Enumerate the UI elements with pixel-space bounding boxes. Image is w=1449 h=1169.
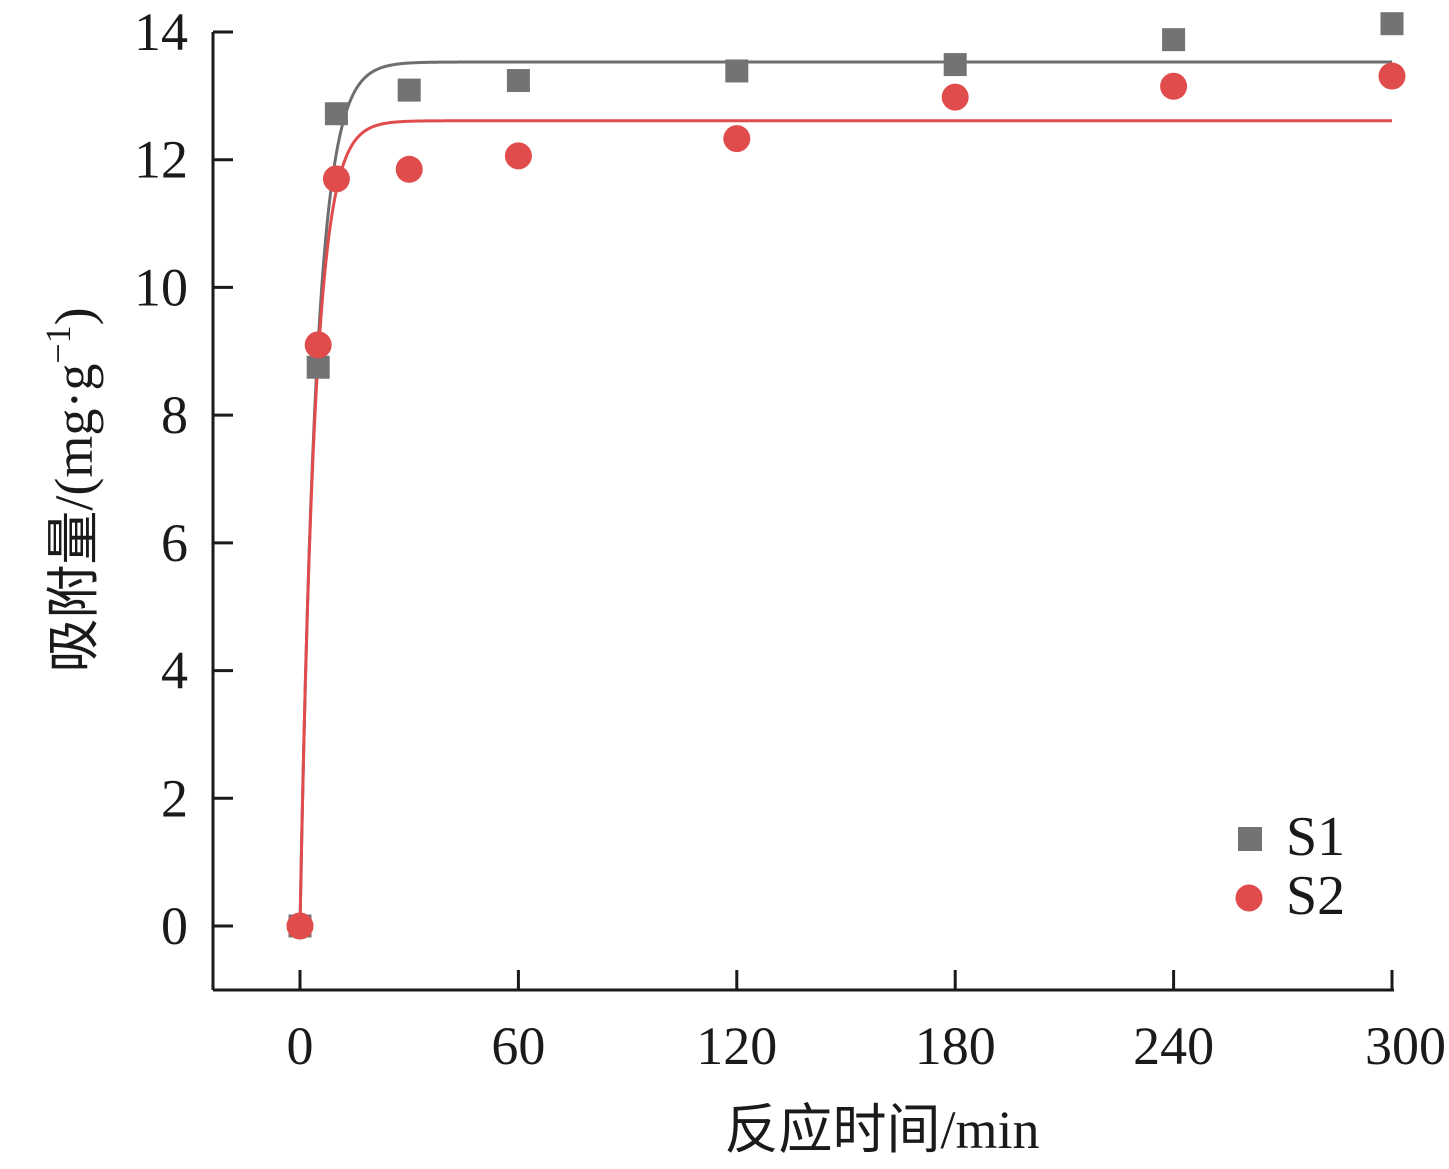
y-axis-title: 吸附量/(mg·g−1) — [38, 307, 104, 672]
point-s1 — [324, 102, 348, 126]
point-s2 — [322, 165, 350, 193]
legend: S1 S2 — [1235, 806, 1345, 927]
y-ticks: 0 2 4 6 8 10 12 14 — [134, 2, 233, 956]
y-tick-label: 0 — [161, 896, 188, 956]
x-axis-title: 反应时间/min — [724, 1100, 1039, 1160]
fit-curve-s1 — [298, 60, 1392, 927]
point-s2 — [395, 155, 423, 183]
point-s1 — [943, 53, 967, 77]
point-s2 — [1160, 72, 1188, 100]
point-s2 — [304, 331, 332, 359]
point-s1 — [1162, 28, 1186, 52]
y-tick-label: 14 — [134, 2, 188, 62]
point-s1 — [1380, 12, 1404, 36]
x-tick-label: 0 — [287, 1016, 314, 1076]
legend-s2-marker — [1235, 884, 1263, 912]
point-s1 — [397, 78, 421, 102]
y-axis-title-superscript: −1 — [38, 325, 78, 363]
point-s2 — [1378, 62, 1406, 90]
y-tick-label: 8 — [161, 385, 188, 445]
y-axis-title-close: ) — [44, 307, 104, 325]
point-s2 — [941, 83, 969, 111]
point-s2 — [286, 912, 314, 940]
fit-curve-s2 — [298, 119, 1392, 927]
fit-curves — [298, 60, 1392, 927]
y-tick-label: 2 — [161, 768, 188, 828]
axes — [211, 32, 1394, 992]
x-tick-label: 60 — [491, 1016, 545, 1076]
point-s1 — [725, 59, 749, 83]
legend-s1-marker — [1238, 827, 1262, 851]
x-tick-label: 180 — [915, 1016, 996, 1076]
point-s1 — [506, 69, 530, 93]
y-tick-label: 4 — [161, 641, 188, 701]
point-s2 — [504, 142, 532, 170]
x-tick-label: 300 — [1365, 1016, 1446, 1076]
data-points — [286, 12, 1406, 940]
y-tick-label: 12 — [134, 130, 188, 190]
point-s2 — [723, 125, 751, 153]
y-tick-label: 6 — [161, 513, 188, 573]
x-tick-label: 120 — [696, 1016, 777, 1076]
x-ticks: 0 60 120 180 240 300 — [287, 970, 1446, 1076]
y-tick-label: 10 — [134, 257, 188, 317]
y-axis-title-main: 吸附量/(mg·g — [44, 364, 104, 673]
x-tick-label: 240 — [1133, 1016, 1214, 1076]
legend-s2-label: S2 — [1286, 865, 1345, 927]
point-s1 — [306, 355, 330, 379]
legend-s1-label: S1 — [1286, 806, 1345, 868]
